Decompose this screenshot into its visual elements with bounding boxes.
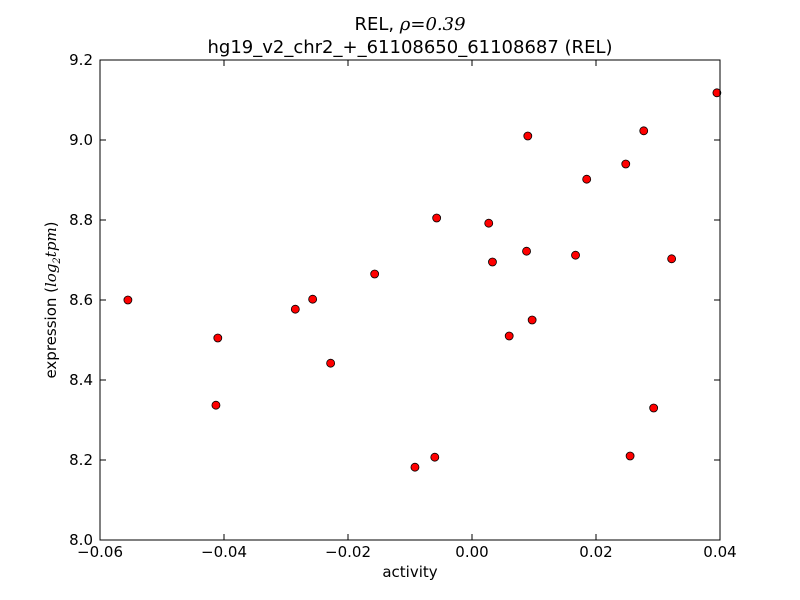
data-point	[504, 331, 514, 341]
y-label-prefix: expression (	[42, 287, 60, 379]
title-rho-value: =0.39	[410, 14, 465, 35]
x-axis-label: activity	[382, 563, 437, 581]
data-point	[484, 218, 494, 228]
data-point	[370, 269, 380, 279]
data-point	[326, 358, 336, 368]
data-point	[667, 254, 677, 264]
x-tick-label: 0.00	[455, 543, 488, 561]
x-tick-label: −0.02	[325, 543, 371, 561]
data-point	[290, 304, 300, 314]
data-point	[430, 452, 440, 462]
data-point	[410, 462, 420, 472]
data-point	[639, 126, 649, 136]
data-point	[712, 88, 722, 98]
x-tick-label: 0.04	[703, 543, 736, 561]
chart-title: REL, ρ=0.39 hg19_v2_chr2_+_61108650_6110…	[208, 14, 613, 58]
data-point	[211, 400, 221, 410]
data-point	[527, 315, 537, 325]
data-point	[571, 250, 580, 260]
x-tick-label: 0.02	[579, 543, 612, 561]
data-point	[308, 294, 318, 304]
y-axis-label: expression (log2tpm)	[42, 221, 63, 378]
data-point	[649, 403, 659, 413]
y-tick-label: 9.2	[69, 51, 93, 69]
chart-subtitle: hg19_v2_chr2_+_61108650_61108687 (REL)	[208, 37, 613, 58]
y-tick-label: 8.4	[69, 371, 93, 389]
y-tick-label: 8.0	[69, 531, 93, 549]
y-label-sub: 2	[52, 257, 63, 264]
title-prefix: REL,	[354, 14, 399, 35]
data-point	[582, 174, 592, 184]
y-tick-label: 8.2	[69, 451, 93, 469]
y-tick-label: 8.8	[69, 211, 93, 229]
y-label-unit: tpm	[42, 227, 60, 257]
y-tick-label: 9.0	[69, 131, 93, 149]
data-point	[213, 333, 223, 343]
x-tick-label: −0.06	[77, 543, 123, 561]
y-tick-label: 8.6	[69, 291, 93, 309]
y-label-suffix: )	[42, 221, 60, 227]
x-tick-label: −0.04	[201, 543, 247, 561]
plot-frame	[99, 59, 721, 541]
svg-text:REL, ρ=0.39: REL, ρ=0.39	[354, 14, 465, 35]
points-layer	[123, 88, 722, 472]
data-point	[123, 295, 133, 305]
data-point	[625, 451, 635, 461]
data-point	[523, 131, 533, 141]
ticks-layer: −0.06 −0.04 −0.02 0.00 0.02 0.04 8.0 8.2 8.4 8.6 8…	[69, 51, 737, 561]
data-point	[621, 159, 631, 169]
data-point	[522, 246, 531, 256]
y-label-log: log	[42, 264, 60, 287]
data-point	[488, 257, 497, 267]
title-rho-symbol: ρ	[399, 14, 411, 35]
data-point	[432, 213, 442, 223]
